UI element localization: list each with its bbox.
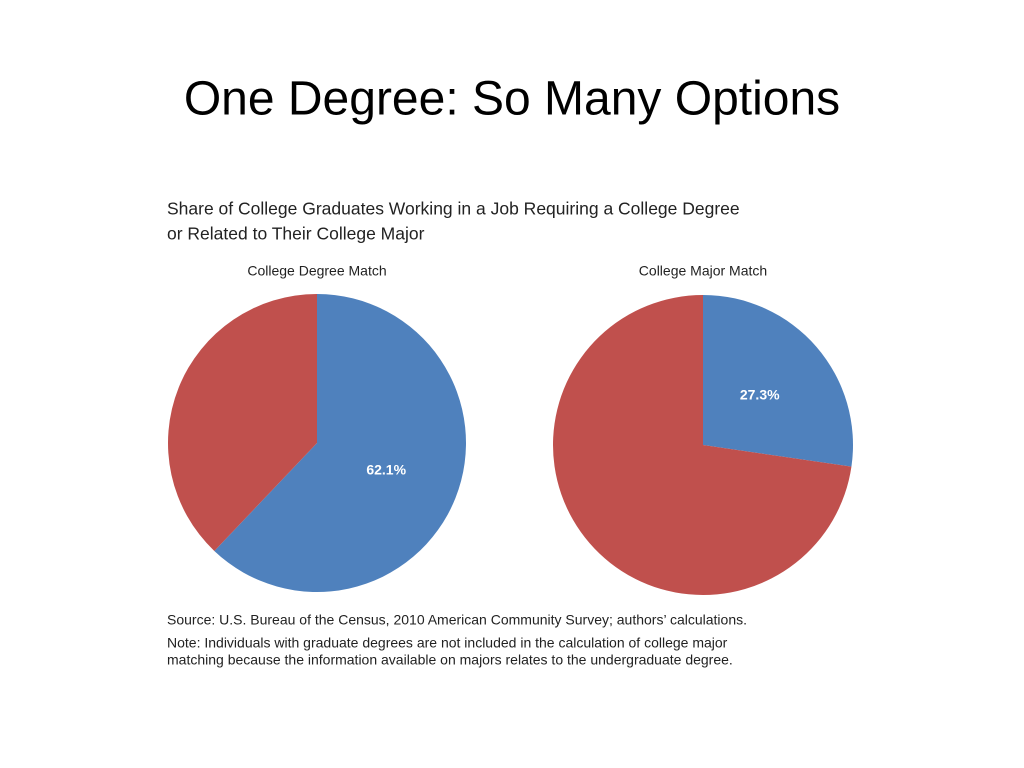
- note: matching because the information availab…: [167, 652, 733, 668]
- value-label: 62.1%: [366, 461, 406, 477]
- pie-slice: [553, 295, 852, 595]
- source: Source: U.S. Bureau of the Census, 2010 …: [167, 612, 747, 628]
- pie-slice: [703, 295, 853, 467]
- value-label: 27.3%: [740, 387, 780, 403]
- note: Note: Individuals with graduate degrees …: [167, 635, 728, 651]
- pie-title: College Degree Match: [247, 263, 386, 279]
- figure-title: Share of College Graduates Working in a …: [167, 199, 740, 219]
- pie-title: College Major Match: [639, 263, 767, 279]
- slide-title: One Degree: So Many Options: [184, 73, 840, 126]
- pie-slice: [214, 294, 466, 593]
- pie-slice: [168, 294, 317, 551]
- figure-title: or Related to Their College Major: [167, 224, 425, 244]
